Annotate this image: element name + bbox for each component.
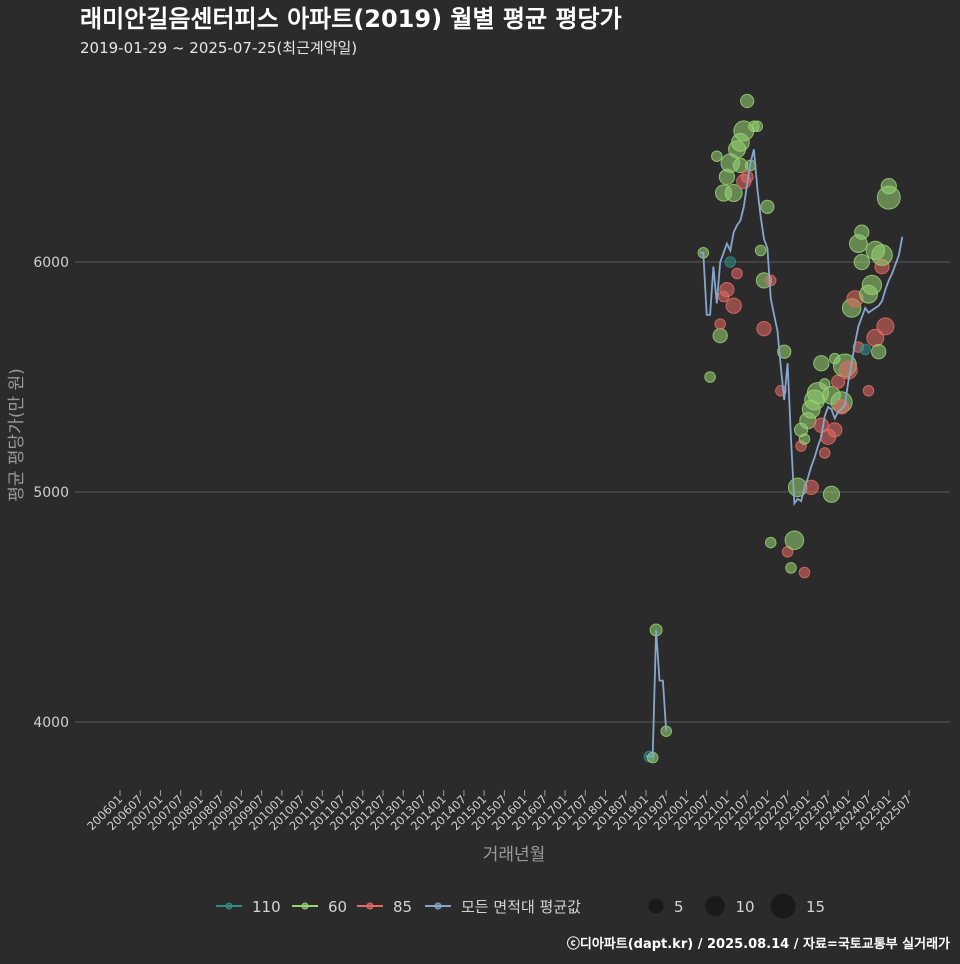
point-60 (704, 371, 716, 383)
point-85 (838, 360, 858, 380)
y-tick-label: 6000 (33, 255, 69, 271)
legend: 110 60 85 모든 면적대 평균값 5 10 15 (216, 893, 825, 919)
point-60 (854, 224, 870, 240)
y-axis-label: 평균 평당가(만 원) (7, 368, 27, 502)
point-85 (876, 317, 895, 336)
y-tick-label: 5000 (33, 485, 69, 501)
point-85 (818, 447, 831, 459)
point-85 (725, 297, 742, 314)
point-60 (822, 485, 841, 503)
point-85 (719, 281, 735, 298)
chart-title: 래미안길음센터피스 아파트(2019) 월별 평균 평당가 (80, 5, 622, 33)
point-60 (724, 183, 743, 203)
point-85 (731, 267, 743, 280)
point-110 (724, 256, 737, 268)
legend-label-avg: 모든 면적대 평균값 (461, 898, 581, 916)
point-110 (859, 343, 871, 356)
point-60 (711, 150, 723, 162)
legend-dot-110 (225, 902, 233, 910)
point-60 (784, 530, 805, 551)
point-60 (754, 244, 767, 257)
point-60 (861, 274, 883, 296)
point-60 (777, 344, 792, 359)
legend-label-85: 85 (393, 898, 412, 916)
point-60 (712, 327, 728, 344)
legend-label-60: 60 (328, 898, 347, 916)
legend-dot-avg (434, 902, 442, 910)
point-60 (760, 199, 775, 214)
legend-dot-60 (301, 902, 309, 910)
point-60 (765, 536, 777, 549)
chart-subtitle: 2019-01-29 ~ 2025-07-25(최근계약일) (80, 39, 357, 57)
point-60 (751, 120, 764, 133)
legend-label-110: 110 (252, 898, 281, 916)
point-60 (740, 93, 755, 109)
legend-size-circle (705, 896, 725, 916)
point-85 (798, 566, 811, 579)
legend-size-label: 15 (806, 898, 825, 916)
y-tick-label: 4000 (33, 715, 69, 731)
point-60 (798, 433, 811, 445)
legend-dot-85 (366, 902, 374, 910)
chart-caption: ⓒ디아파트(dapt.kr) / 2025.08.14 / 자료=국토교통부 실… (567, 936, 950, 952)
point-85 (714, 318, 726, 330)
point-60 (871, 344, 887, 360)
legend-size-circle (770, 893, 796, 919)
point-60 (813, 355, 830, 372)
point-layer (643, 93, 901, 764)
legend-size-label: 5 (674, 898, 684, 916)
point-85 (765, 274, 777, 287)
point-60 (785, 562, 797, 574)
point-60 (880, 177, 897, 195)
legend-size-circle (648, 898, 664, 914)
point-85 (833, 399, 850, 415)
point-85 (756, 321, 772, 337)
point-85 (862, 385, 875, 397)
point-60 (871, 244, 893, 266)
x-axis-label: 거래년월 (483, 845, 546, 865)
point-85 (827, 422, 843, 438)
point-60 (853, 253, 870, 271)
y-tick-labels: 4000 5000 6000 (33, 255, 69, 731)
average-line (646, 149, 904, 758)
legend-size-label: 10 (736, 898, 755, 916)
